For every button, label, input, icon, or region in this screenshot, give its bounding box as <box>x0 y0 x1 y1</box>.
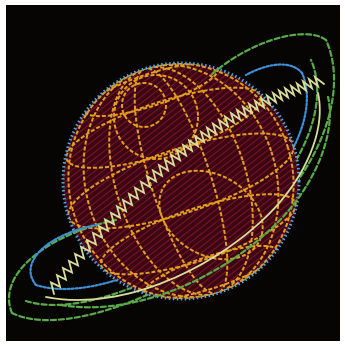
sphere-outline <box>61 61 301 301</box>
front-ring-cream-band <box>45 92 321 301</box>
swirl-3 <box>158 169 264 261</box>
parallel-1 <box>65 86 263 169</box>
front-rings <box>7 33 331 315</box>
swirl-2 <box>121 82 167 128</box>
swirl-1 <box>113 74 199 160</box>
front-ring-blue-outer <box>29 63 304 287</box>
front-ring-zigzag <box>49 74 325 295</box>
front-ring-green-band <box>59 95 331 309</box>
planet-artwork <box>6 5 340 341</box>
meridian-3 <box>82 63 280 299</box>
